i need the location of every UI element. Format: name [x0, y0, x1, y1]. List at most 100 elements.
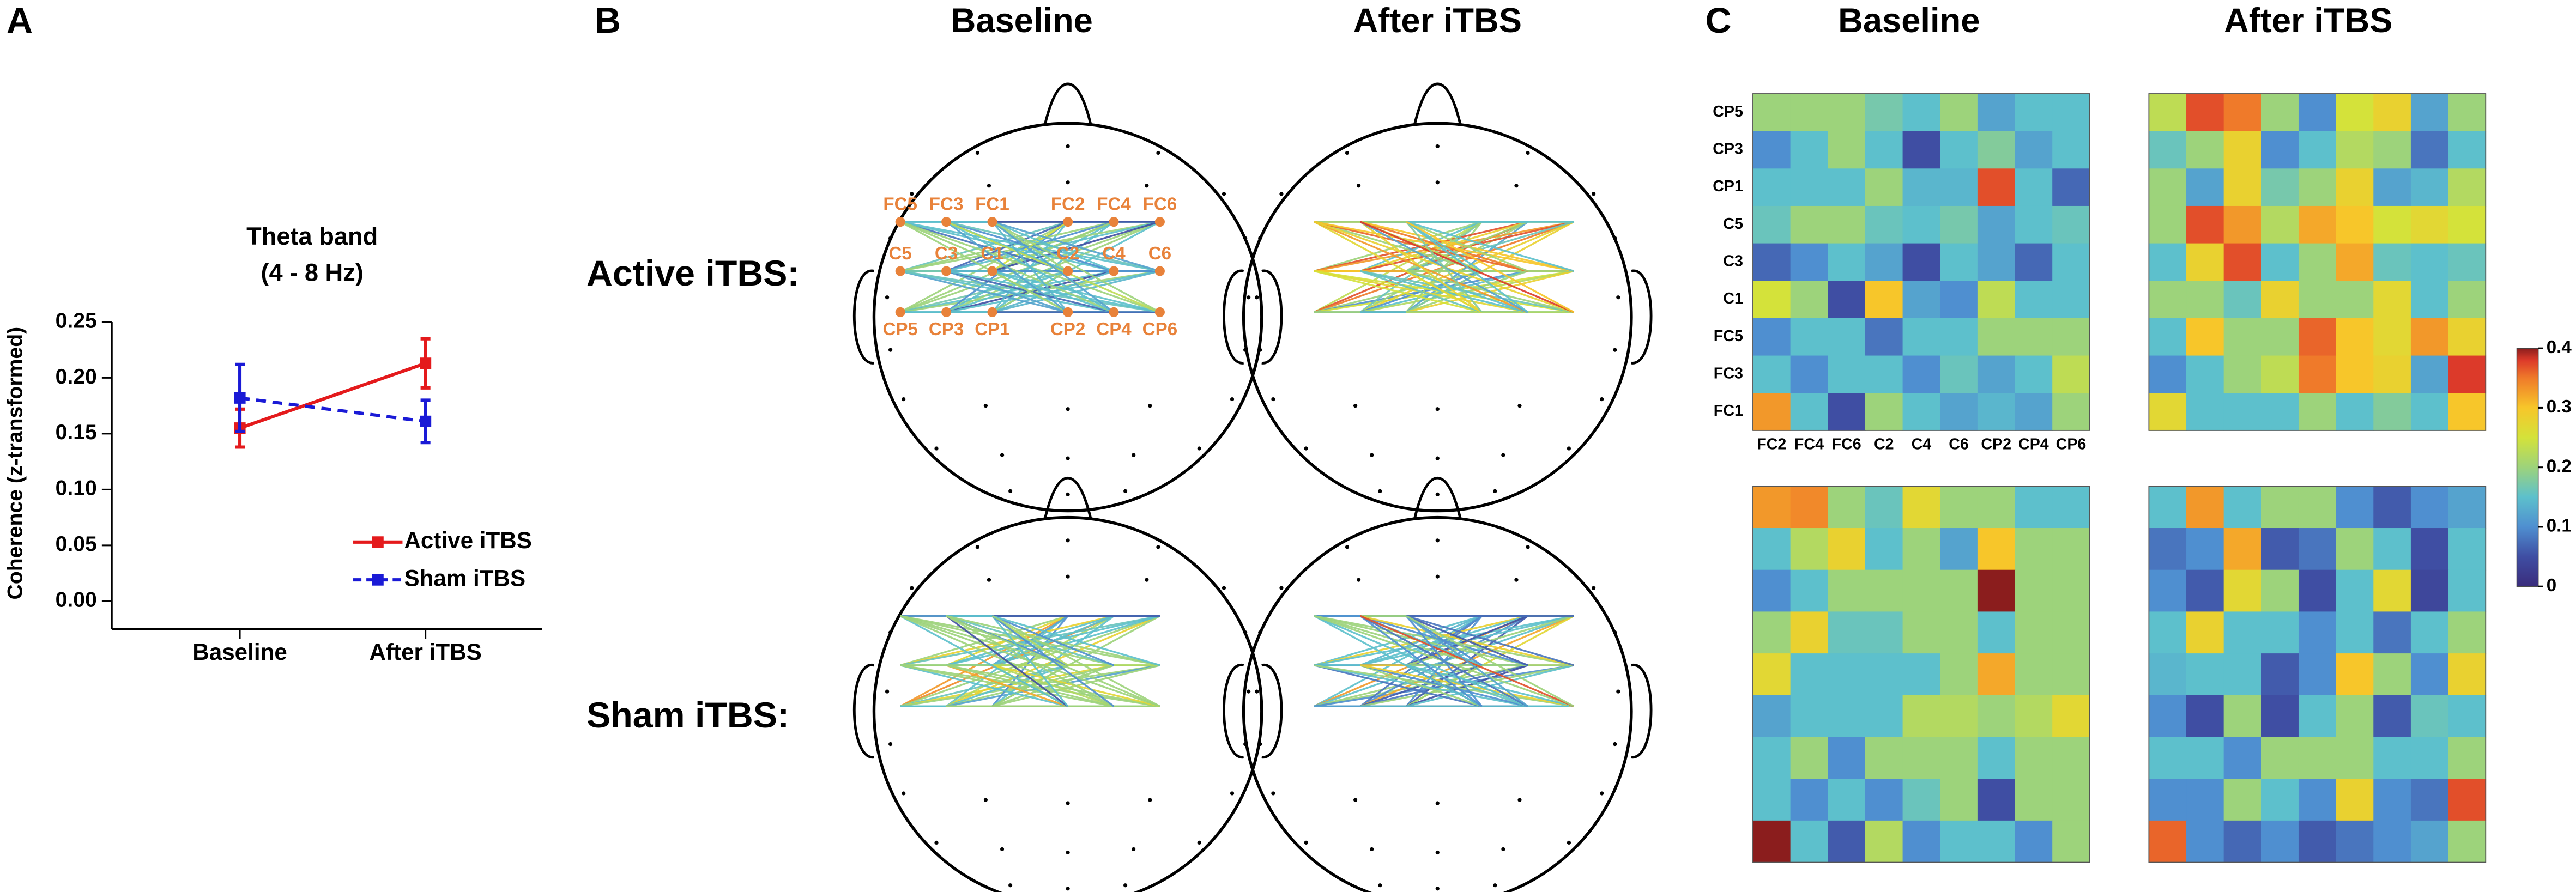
y-tick-label: C3	[1723, 252, 1743, 270]
chart-subtitle: (4 - 8 Hz)	[261, 258, 363, 286]
head	[853, 476, 1283, 759]
heatmap-cell	[2373, 820, 2411, 863]
heatmap-cell	[2298, 355, 2337, 394]
electrode-highlight	[941, 307, 952, 317]
electrode	[1255, 295, 1259, 300]
heatmap-cell	[1977, 318, 2016, 356]
column-header: After iTBS	[2224, 2, 2392, 40]
heatmap-cell	[1790, 355, 1829, 394]
electrode	[1258, 348, 1262, 352]
heatmap-cell	[2149, 168, 2187, 207]
heatmap-cell	[2186, 318, 2224, 356]
heatmap-cell	[1902, 695, 1941, 738]
heatmap-cell	[2223, 820, 2262, 863]
electrode-highlight	[987, 266, 997, 276]
electrode	[888, 630, 893, 635]
heatmap-cell	[1977, 737, 2016, 780]
heatmap-cell	[1828, 486, 1866, 529]
connection	[991, 221, 1115, 313]
electrode	[1222, 192, 1226, 196]
electrode	[1353, 404, 1358, 408]
electrode-label: FC2	[1051, 195, 1085, 215]
heatmap-cell	[2373, 131, 2411, 169]
electrode	[1613, 630, 1617, 635]
heatmap-cell	[1977, 131, 2016, 169]
heatmap-cell	[1902, 205, 1941, 244]
electrode-label: C3	[935, 244, 958, 264]
heatmap-cell	[2336, 393, 2374, 431]
heatmap-cell	[2336, 168, 2374, 207]
electrode	[1132, 453, 1136, 457]
heatmap-cell	[2298, 569, 2337, 612]
heatmap-cell	[1940, 569, 1978, 612]
heatmap-cell	[1865, 131, 1903, 169]
heatmap-cell	[2052, 168, 2090, 207]
connection	[1406, 221, 1528, 272]
heatmap-cell	[1790, 737, 1829, 780]
heatmap-cell	[1977, 281, 2016, 319]
heatmap-cell	[2261, 779, 2299, 821]
heatmap-cell	[2298, 528, 2337, 571]
row-header: Active iTBS:	[586, 253, 800, 294]
electrode	[1230, 397, 1235, 402]
heatmap-cell	[2186, 168, 2224, 207]
heatmap-cell	[2410, 611, 2449, 654]
heatmap-cell	[2448, 243, 2487, 282]
heatmap-cell	[1790, 695, 1829, 738]
heatmap-cell	[2336, 611, 2374, 654]
heatmap-cell	[1828, 695, 1866, 738]
connection	[1406, 221, 1483, 272]
electrode	[1526, 545, 1530, 549]
heatmap-cell	[2015, 93, 2053, 132]
electrode	[1613, 348, 1617, 352]
heatmap-cell	[2015, 243, 2053, 282]
heatmap-cell	[2373, 486, 2411, 529]
heatmap-cell	[2052, 611, 2090, 654]
heatmap-cell	[2261, 653, 2299, 696]
connection	[1314, 270, 1483, 313]
heatmap-cell	[2336, 93, 2374, 132]
heatmap-cell	[2149, 737, 2187, 780]
heatmap-cell	[2015, 355, 2053, 394]
legend-marker	[372, 574, 384, 586]
y-tick-label: 0.15	[56, 421, 97, 444]
heatmap-cell	[2052, 653, 2090, 696]
heatmap-cell	[2336, 737, 2374, 780]
heatmap-cell	[2261, 611, 2299, 654]
panel-label: C	[1706, 1, 1732, 41]
heatmap-cell	[2186, 281, 2224, 319]
connection	[1405, 615, 1483, 707]
electrode	[1435, 887, 1440, 891]
heatmap-cell	[1752, 779, 1791, 821]
heatmap-cell	[1752, 653, 1791, 696]
heatmap-cell	[2223, 737, 2262, 780]
column-header: Baseline	[951, 2, 1093, 40]
heatmap-cell	[2410, 393, 2449, 431]
heatmap-cell	[2448, 168, 2487, 207]
heatmap-cell	[2223, 779, 2262, 821]
connection	[1406, 615, 1483, 666]
electrode-highlight	[1154, 217, 1165, 227]
electrode	[1435, 407, 1440, 411]
heatmap-cell	[2052, 820, 2090, 863]
electrode	[1066, 144, 1070, 149]
heatmap-cell	[1790, 318, 1829, 356]
connection	[1406, 221, 1529, 313]
electrode-highlight	[941, 217, 952, 227]
heatmap-cell	[2052, 355, 2090, 394]
electrode	[1613, 236, 1617, 240]
colorbar-tick-label: 0.2	[2547, 456, 2572, 476]
electrode	[1356, 184, 1361, 188]
heatmap-cell	[2015, 820, 2053, 863]
heatmap-cell	[1752, 355, 1791, 394]
heatmap-cell	[2410, 131, 2449, 169]
heatmap-cell	[1790, 486, 1829, 529]
electrode	[1066, 850, 1070, 855]
heatmap-cell	[2373, 205, 2411, 244]
marker	[234, 392, 246, 404]
electrode	[1156, 150, 1160, 155]
heatmap-cell	[2410, 779, 2449, 821]
heatmap-cell	[2015, 168, 2053, 207]
heatmap-cell	[1828, 528, 1866, 571]
